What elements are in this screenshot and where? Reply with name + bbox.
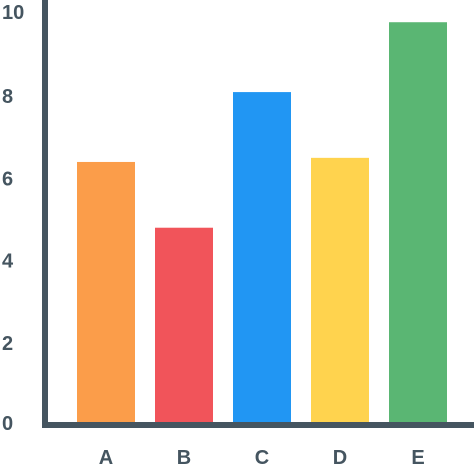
x-tick-label-D: D (333, 447, 347, 465)
y-tick-label-4: 4 (2, 251, 14, 273)
bar-C (233, 92, 291, 422)
bar-D (311, 157, 369, 422)
bar-E (389, 22, 447, 422)
y-axis-tick-labels: 0 2 4 6 8 10 (2, 2, 24, 435)
y-tick-label-8: 8 (2, 86, 13, 108)
x-axis-category-labels: A B C D E (99, 447, 425, 465)
x-tick-label-E: E (411, 447, 424, 465)
y-tick-label-6: 6 (2, 168, 13, 190)
bar-B (155, 227, 213, 422)
bar-A (77, 161, 135, 422)
x-tick-label-C: C (255, 447, 269, 465)
y-tick-label-0: 0 (2, 413, 13, 435)
x-tick-label-A: A (99, 447, 113, 465)
y-tick-label-2: 2 (2, 333, 13, 355)
bar-series (77, 22, 447, 422)
y-tick-label-10: 10 (2, 2, 24, 24)
x-tick-label-B: B (177, 447, 191, 465)
